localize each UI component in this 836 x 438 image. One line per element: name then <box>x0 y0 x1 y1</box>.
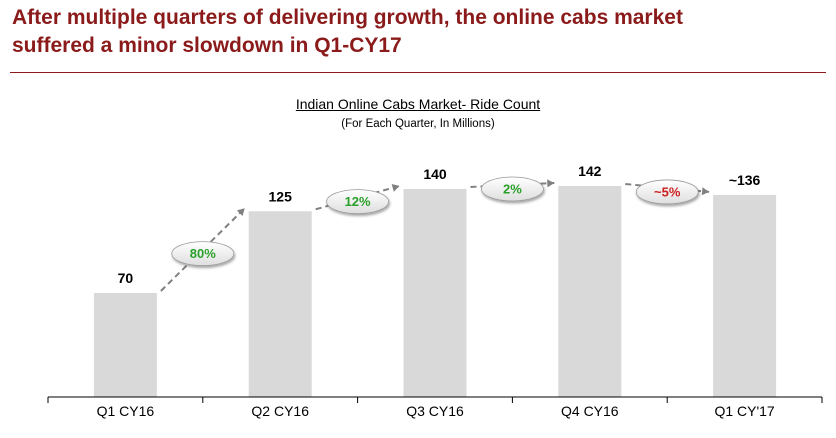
x-tick-label: Q1 CY'17 <box>714 403 774 419</box>
growth-badge-shape <box>481 176 544 202</box>
headline-line-2: suffered a minor slowdown in Q1-CY17 <box>12 34 402 57</box>
growth-badge-shape <box>326 189 390 215</box>
headline: After multiple quarters of delivering gr… <box>12 4 824 60</box>
x-tick-label: Q3 CY16 <box>406 403 464 419</box>
growth-badge: 2% <box>481 176 544 202</box>
connector-arrowhead <box>547 179 555 188</box>
growth-badge-shape <box>635 179 699 205</box>
bar-1 <box>93 292 157 397</box>
bar-value-label: ~136 <box>729 172 761 188</box>
headline-line-1: After multiple quarters of delivering gr… <box>12 6 683 29</box>
growth-label: 80% <box>190 246 216 261</box>
growth-label: 2% <box>503 181 522 196</box>
growth-badge: 12% <box>326 189 390 215</box>
chart-subtitle: (For Each Quarter, In Millions) <box>341 118 495 130</box>
bar-value-label: 70 <box>118 270 134 286</box>
headline-divider <box>10 72 826 73</box>
growth-label: 12% <box>345 194 371 209</box>
growth-badge-shape <box>171 241 235 267</box>
connector-arrowhead <box>391 183 400 192</box>
bar-2 <box>248 211 312 397</box>
bar-value-label: 140 <box>423 166 447 182</box>
growth-badge: ~5% <box>635 179 699 205</box>
connector-arrowhead <box>701 187 710 196</box>
x-tick-label: Q2 CY16 <box>251 403 309 419</box>
x-tick-label: Q4 CY16 <box>561 403 619 419</box>
growth-label: ~5% <box>654 184 681 199</box>
connector-arrowhead <box>236 208 245 217</box>
chart-title: Indian Online Cabs Market- Ride Count <box>295 96 541 112</box>
bar-3 <box>403 188 467 397</box>
bar-value-label: 125 <box>269 188 293 204</box>
bar-5 <box>713 194 777 397</box>
x-tick-label: Q1 CY16 <box>97 403 155 419</box>
bar-value-label: 142 <box>578 163 602 179</box>
growth-badge: 80% <box>171 241 235 267</box>
bar-4 <box>558 186 622 397</box>
